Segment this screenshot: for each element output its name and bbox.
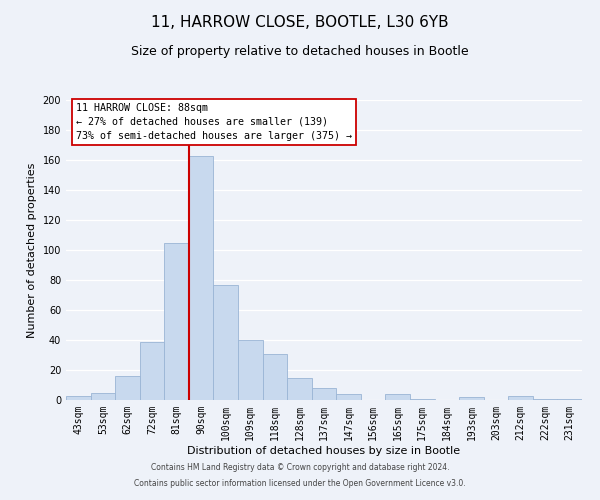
Bar bbox=[214, 284, 238, 400]
Bar bbox=[66, 396, 91, 400]
Bar bbox=[459, 397, 484, 400]
Bar bbox=[410, 398, 434, 400]
Bar bbox=[287, 378, 312, 400]
Bar bbox=[312, 388, 336, 400]
Text: Size of property relative to detached houses in Bootle: Size of property relative to detached ho… bbox=[131, 45, 469, 58]
Bar bbox=[263, 354, 287, 400]
Bar bbox=[508, 396, 533, 400]
Y-axis label: Number of detached properties: Number of detached properties bbox=[27, 162, 37, 338]
Text: 11 HARROW CLOSE: 88sqm
← 27% of detached houses are smaller (139)
73% of semi-de: 11 HARROW CLOSE: 88sqm ← 27% of detached… bbox=[76, 103, 352, 141]
Bar bbox=[91, 392, 115, 400]
Bar bbox=[115, 376, 140, 400]
Bar bbox=[189, 156, 214, 400]
Bar bbox=[238, 340, 263, 400]
X-axis label: Distribution of detached houses by size in Bootle: Distribution of detached houses by size … bbox=[187, 446, 461, 456]
Bar bbox=[164, 242, 189, 400]
Bar bbox=[140, 342, 164, 400]
Text: Contains HM Land Registry data © Crown copyright and database right 2024.: Contains HM Land Registry data © Crown c… bbox=[151, 464, 449, 472]
Bar bbox=[557, 398, 582, 400]
Bar bbox=[385, 394, 410, 400]
Bar bbox=[533, 398, 557, 400]
Text: 11, HARROW CLOSE, BOOTLE, L30 6YB: 11, HARROW CLOSE, BOOTLE, L30 6YB bbox=[151, 15, 449, 30]
Bar bbox=[336, 394, 361, 400]
Text: Contains public sector information licensed under the Open Government Licence v3: Contains public sector information licen… bbox=[134, 478, 466, 488]
